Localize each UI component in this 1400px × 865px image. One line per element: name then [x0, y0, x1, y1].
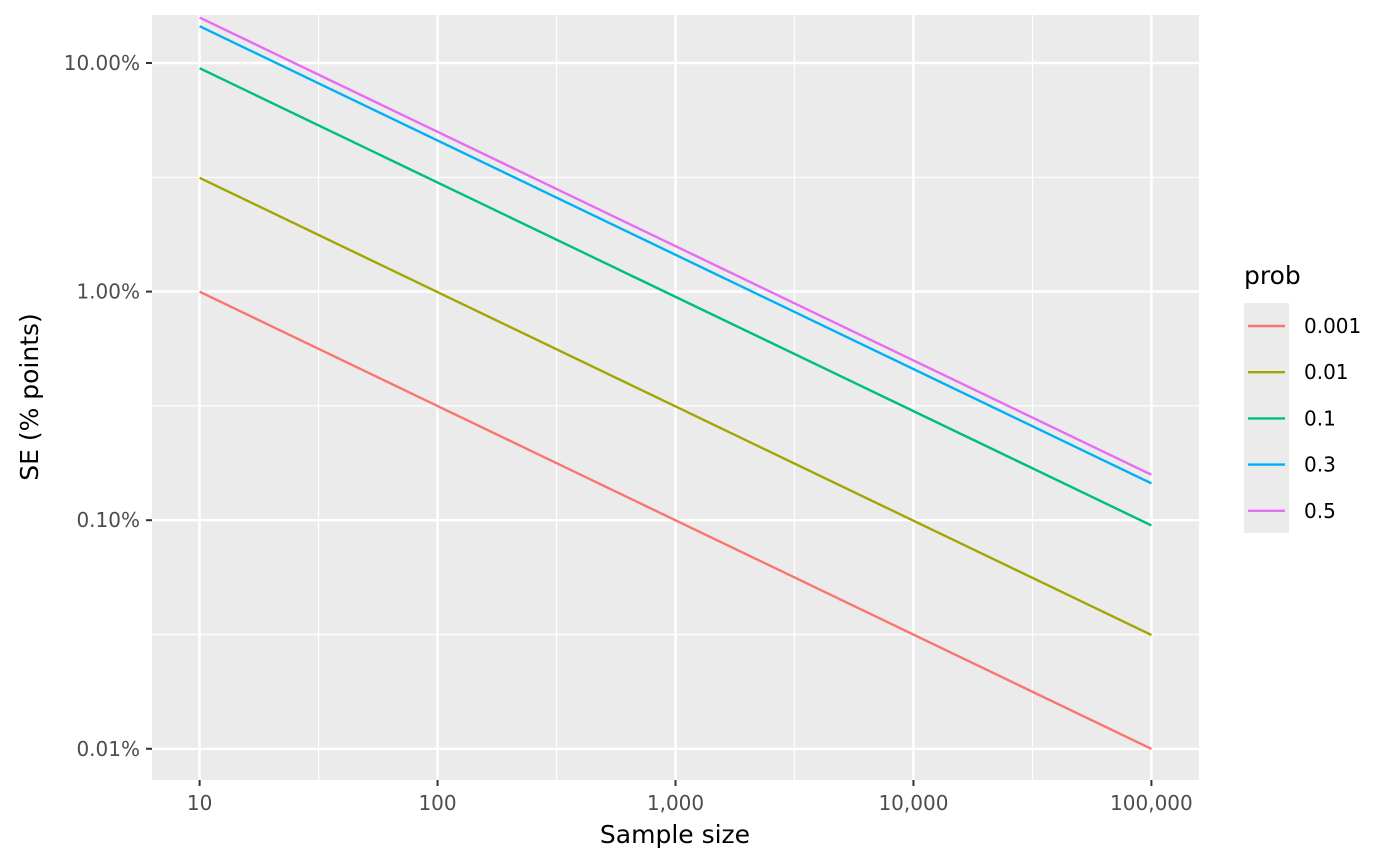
x-tick-label: 10 [187, 791, 212, 815]
legend-label-0.5: 0.5 [1304, 499, 1336, 523]
series-line-0.01 [199, 176, 1152, 637]
legend: prob 0.001 0.01 0.1 0.3 0.5 [1244, 261, 1361, 533]
x-axis-ticks: 10 100 1,000 10,000 100,000 [187, 780, 1193, 815]
legend-label-0.001: 0.001 [1304, 314, 1361, 338]
series-line-0.1 [199, 67, 1152, 527]
y-axis-title: SE (% points) [15, 313, 44, 481]
y-tick-label: 0.10% [76, 508, 140, 532]
x-tick-label: 1,000 [647, 791, 704, 815]
series-line-0.3 [199, 25, 1152, 485]
legend-label-0.1: 0.1 [1304, 406, 1336, 430]
series-line-0.001 [199, 290, 1152, 750]
legend-label-0.3: 0.3 [1304, 453, 1336, 477]
y-tick-label: 10.00% [64, 51, 140, 75]
x-tick-label: 100,000 [1110, 791, 1193, 815]
legend-label-0.01: 0.01 [1304, 360, 1349, 384]
y-tick-label: 1.00% [76, 280, 140, 304]
legend-title: prob [1244, 261, 1301, 290]
series-lines [199, 16, 1152, 750]
series-line-0.5 [199, 16, 1152, 476]
x-tick-label: 100 [418, 791, 456, 815]
y-tick-label: 0.01% [76, 737, 140, 761]
y-axis-ticks: 0.01% 0.10% 1.00% 10.00% [64, 51, 152, 761]
x-tick-label: 10,000 [878, 791, 948, 815]
x-axis-title: Sample size [600, 820, 750, 849]
legend-items: 0.001 0.01 0.1 0.3 0.5 [1248, 314, 1361, 523]
